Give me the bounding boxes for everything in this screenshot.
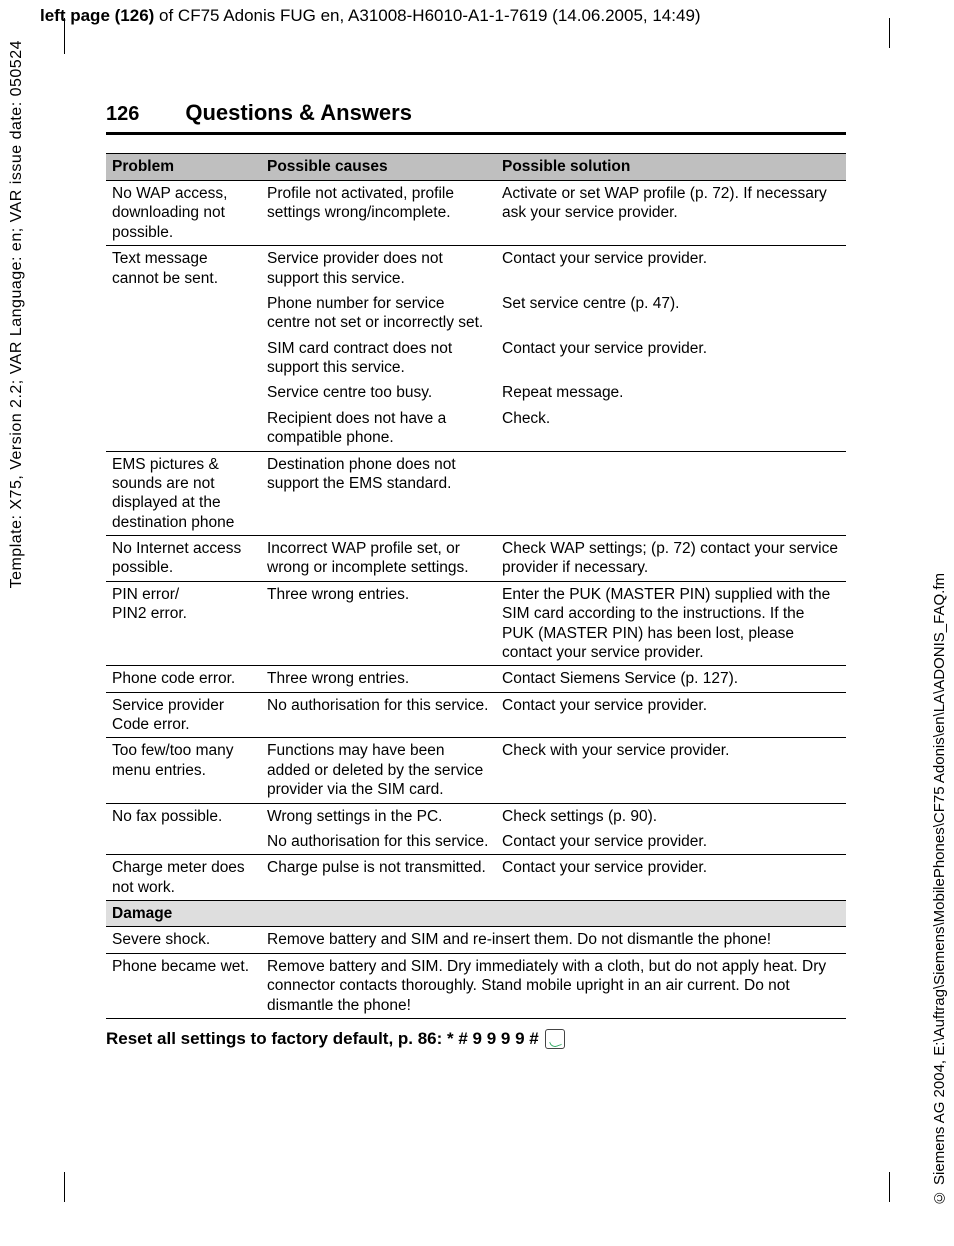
table-row: Too few/too many menu entries. Functions… <box>106 738 846 803</box>
cell-cause: Functions may have been added or deleted… <box>261 738 496 803</box>
col-problem: Problem <box>106 154 261 181</box>
cell-problem: No WAP access, downloading not possible. <box>106 181 261 246</box>
table-row: No WAP access, downloading not possible.… <box>106 181 846 246</box>
cell-cause: Charge pulse is not transmitted. <box>261 855 496 901</box>
table-row: Service provider Code error. No authoris… <box>106 692 846 738</box>
page-content: 126 Questions & Answers Problem Possible… <box>106 100 846 1049</box>
cell-cause: No authorisation for this service. <box>261 829 496 855</box>
crop-mark <box>870 1166 890 1186</box>
cell-solution: Contact your service provider. <box>496 855 846 901</box>
crop-mark <box>64 1166 84 1186</box>
cell-cause: Phone number for service centre not set … <box>261 291 496 336</box>
cell-solution: Enter the PUK (MASTER PIN) supplied with… <box>496 581 846 666</box>
page-title: Questions & Answers <box>185 100 412 126</box>
cell-solution: Contact Siemens Service (p. 127). <box>496 666 846 692</box>
cell-combined: Remove battery and SIM and re-insert the… <box>261 927 846 953</box>
cell-problem: Phone became wet. <box>106 953 261 1018</box>
col-causes: Possible causes <box>261 154 496 181</box>
col-solution: Possible solution <box>496 154 846 181</box>
cell-solution: Check settings (p. 90). <box>496 803 846 829</box>
cell-problem: EMS pictures & sounds are not displayed … <box>106 451 261 536</box>
crop-mark <box>64 34 84 54</box>
cell-cause: Three wrong entries. <box>261 581 496 666</box>
cell-cause: Incorrect WAP profile set, or wrong or i… <box>261 536 496 582</box>
cell-problem: PIN error/ PIN2 error. <box>106 581 261 666</box>
cell-cause: Wrong settings in the PC. <box>261 803 496 829</box>
cell-solution <box>496 451 846 536</box>
cell-cause: Service centre too busy. <box>261 380 496 405</box>
table-row: PIN error/ PIN2 error. Three wrong entri… <box>106 581 846 666</box>
cell-solution: Activate or set WAP profile (p. 72). If … <box>496 181 846 246</box>
table-row: No Internet access possible. Incorrect W… <box>106 536 846 582</box>
table-header-row: Problem Possible causes Possible solutio… <box>106 154 846 181</box>
crop-mark <box>870 34 890 54</box>
cell-problem: Phone code error. <box>106 666 261 692</box>
cell-cause: Profile not activated, profile settings … <box>261 181 496 246</box>
cell-problem: Service provider Code error. <box>106 692 261 738</box>
cell-cause: Destination phone does not support the E… <box>261 451 496 536</box>
table-row: Phone code error. Three wrong entries. C… <box>106 666 846 692</box>
damage-subhead: Damage <box>106 901 846 927</box>
cell-cause: Service provider does not support this s… <box>261 246 496 291</box>
cell-solution: Check with your service provider. <box>496 738 846 803</box>
reset-text: Reset all settings to factory default, p… <box>106 1029 539 1049</box>
table-row: Text message cannot be sent. Service pro… <box>106 246 846 291</box>
cell-solution: Check WAP settings; (p. 72) contact your… <box>496 536 846 582</box>
cell-solution: Set service centre (p. 47). <box>496 291 846 336</box>
cell-cause: No authorisation for this service. <box>261 692 496 738</box>
cell-problem: Too few/too many menu entries. <box>106 738 261 803</box>
cell-combined: Remove battery and SIM. Dry immediately … <box>261 953 846 1018</box>
cell-solution: Contact your service provider. <box>496 829 846 855</box>
cell-cause: SIM card contract does not support this … <box>261 336 496 381</box>
page-number: 126 <box>106 103 139 126</box>
left-margin-text: Template: X75, Version 2.2; VAR Language… <box>8 40 26 588</box>
table-subheader: Damage <box>106 901 846 927</box>
reset-line: Reset all settings to factory default, p… <box>106 1029 846 1049</box>
cell-problem: Severe shock. <box>106 927 261 953</box>
cell-problem: Text message cannot be sent. <box>106 246 261 451</box>
doc-header-rest: of CF75 Adonis FUG en, A31008-H6010-A1-1… <box>154 6 700 25</box>
table-row: Phone became wet. Remove battery and SIM… <box>106 953 846 1018</box>
cell-problem: Charge meter does not work. <box>106 855 261 901</box>
doc-header-prefix: left page (126) <box>40 6 154 25</box>
cell-problem: No Internet access possible. <box>106 536 261 582</box>
qa-table: Problem Possible causes Possible solutio… <box>106 153 846 1019</box>
cell-solution: Contact your service provider. <box>496 336 846 381</box>
table-row: No fax possible. Wrong settings in the P… <box>106 803 846 829</box>
table-row: EMS pictures & sounds are not displayed … <box>106 451 846 536</box>
cell-solution: Repeat message. <box>496 380 846 405</box>
right-margin-text: © Siemens AG 2004, E:\Auftrag\Siemens\Mo… <box>931 573 948 1206</box>
cell-solution: Contact your service provider. <box>496 692 846 738</box>
cell-cause: Three wrong entries. <box>261 666 496 692</box>
doc-header: left page (126) of CF75 Adonis FUG en, A… <box>40 6 701 26</box>
table-row: Severe shock. Remove battery and SIM and… <box>106 927 846 953</box>
cell-problem: No fax possible. <box>106 803 261 855</box>
cell-solution: Check. <box>496 406 846 451</box>
page-title-row: 126 Questions & Answers <box>106 100 846 135</box>
cell-cause: Recipient does not have a compatible pho… <box>261 406 496 451</box>
table-row: Charge meter does not work. Charge pulse… <box>106 855 846 901</box>
cell-solution: Contact your service provider. <box>496 246 846 291</box>
call-key-icon <box>545 1029 565 1049</box>
